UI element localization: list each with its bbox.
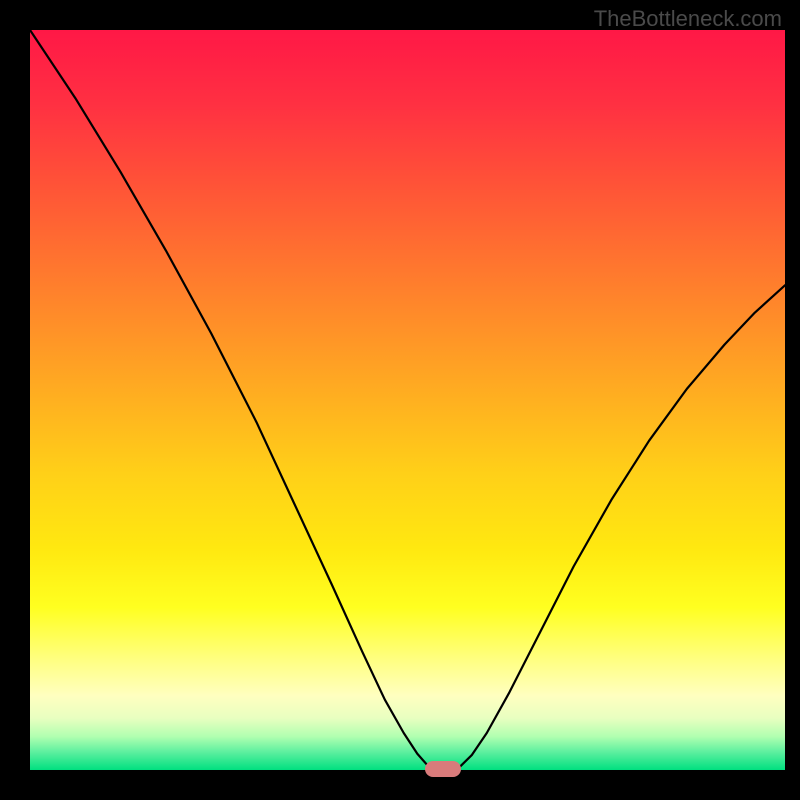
bottleneck-curve — [30, 30, 785, 770]
chart-container — [30, 30, 785, 770]
optimal-marker — [425, 761, 461, 777]
watermark-text: TheBottleneck.com — [594, 6, 782, 32]
